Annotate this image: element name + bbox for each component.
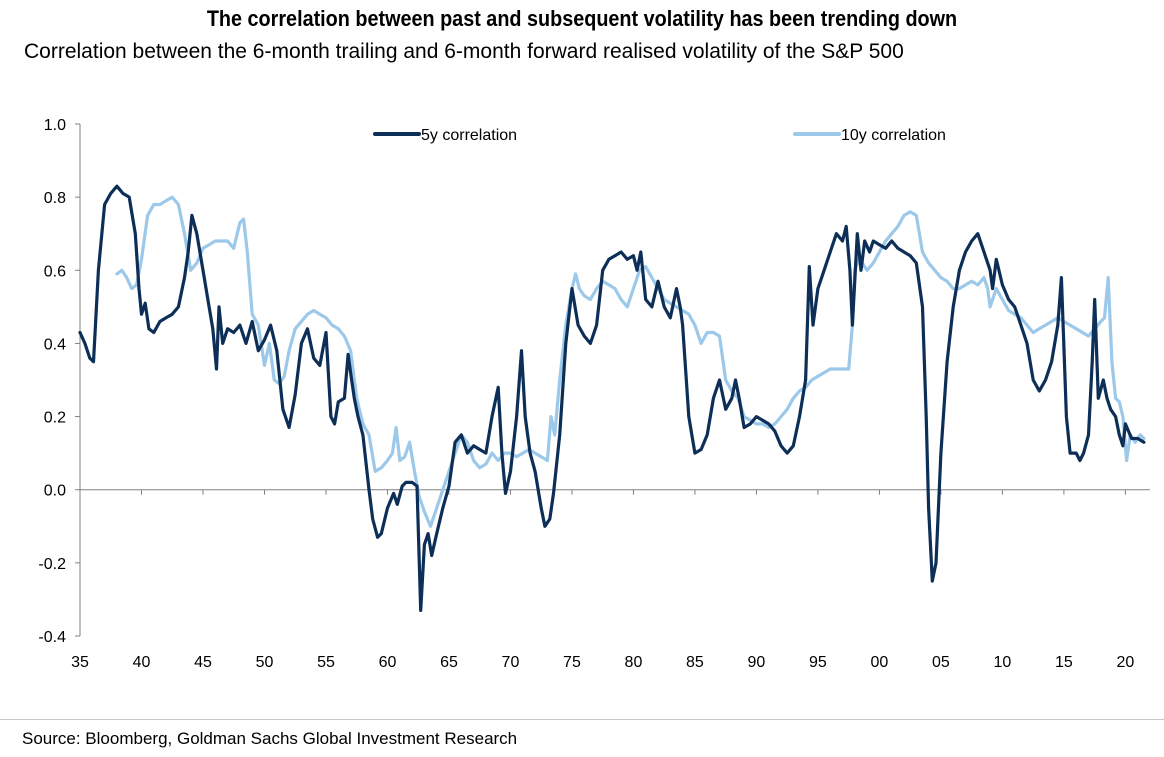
x-tick-label: 70: [502, 654, 520, 671]
x-tick-label: 75: [563, 654, 581, 671]
y-tick-label: -0.4: [38, 629, 66, 646]
legend: 5y correlation 10y correlation: [373, 127, 946, 144]
x-tick-label: 50: [256, 654, 274, 671]
x-axis: 35 40 45 50 55 60 65 70 75 80 85 90 95 00 05 10 15 20: [71, 489, 1150, 671]
y-tick-label: -0.2: [38, 556, 66, 573]
x-tick-label: 00: [871, 654, 889, 671]
y-tick-label: 0.4: [44, 336, 66, 353]
x-tick-label: 85: [686, 654, 704, 671]
x-tick-label: 40: [133, 654, 151, 671]
legend-label: 5y correlation: [421, 127, 517, 144]
chart-title: The correlation between past and subsequ…: [206, 6, 958, 31]
y-axis: -0.4 -0.2 0.0 0.2 0.4 0.6 0.8 1.0: [38, 117, 81, 646]
legend-item-5y: 5y correlation: [373, 127, 517, 144]
x-tick-label: 05: [932, 654, 950, 671]
x-tick-label: 10: [994, 654, 1012, 671]
legend-item-10y: 10y correlation: [793, 127, 946, 144]
series-line-5y: [78, 184, 1146, 612]
x-tick-label: 95: [809, 654, 827, 671]
series-layer: [78, 184, 1146, 612]
footer-divider: [0, 719, 1164, 720]
y-tick-label: 0.6: [44, 263, 66, 280]
x-tick-label: 20: [1117, 654, 1135, 671]
series-line-10y: [115, 195, 1146, 528]
legend-label: 10y correlation: [841, 127, 946, 144]
y-tick-label: 0.2: [44, 410, 66, 427]
x-tick-label: 80: [625, 654, 643, 671]
x-tick-label: 90: [748, 654, 766, 671]
y-tick-label: 1.0: [44, 117, 66, 134]
y-tick-label: 0.0: [44, 483, 66, 500]
chart-subtitle: Correlation between the 6-month trailing…: [24, 40, 904, 63]
x-tick-label: 55: [317, 654, 335, 671]
x-tick-label: 45: [194, 654, 212, 671]
x-tick-label: 60: [379, 654, 397, 671]
x-tick-label: 65: [440, 654, 458, 671]
source-note: Source: Bloomberg, Goldman Sachs Global …: [22, 729, 518, 748]
x-tick-label: 15: [1055, 654, 1073, 671]
x-tick-label: 35: [71, 654, 89, 671]
y-tick-label: 0.8: [44, 190, 66, 207]
